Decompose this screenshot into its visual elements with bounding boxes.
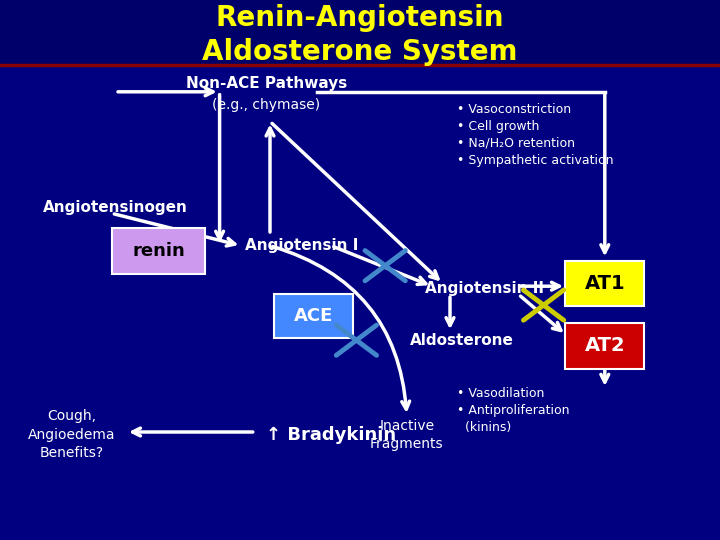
Text: AT1: AT1: [585, 274, 625, 293]
Text: • Vasoconstriction
• Cell growth
• Na/H₂O retention
• Sympathetic activation: • Vasoconstriction • Cell growth • Na/H₂…: [457, 103, 613, 167]
FancyBboxPatch shape: [274, 294, 353, 338]
Text: Non-ACE Pathways: Non-ACE Pathways: [186, 76, 347, 91]
FancyBboxPatch shape: [112, 228, 205, 274]
Text: Aldosterone: Aldosterone: [410, 333, 514, 348]
Text: Angiotensin I: Angiotensin I: [245, 238, 358, 253]
Text: • Vasodilation
• Antiproliferation
  (kinins): • Vasodilation • Antiproliferation (kini…: [457, 387, 570, 434]
Text: Cough,
Angioedema
Benefits?: Cough, Angioedema Benefits?: [28, 409, 116, 460]
Text: ↑ Bradykinin: ↑ Bradykinin: [266, 426, 397, 444]
Text: (e.g., chymase): (e.g., chymase): [212, 98, 320, 112]
Text: Angiotensin II: Angiotensin II: [425, 281, 544, 296]
Text: AT2: AT2: [585, 336, 625, 355]
Text: Inactive
Fragments: Inactive Fragments: [370, 418, 444, 451]
FancyBboxPatch shape: [565, 322, 644, 368]
Text: ACE: ACE: [294, 307, 333, 325]
Bar: [0, 0, 720, 65]
Text: Renin-Angiotensin
Aldosterone System: Renin-Angiotensin Aldosterone System: [202, 4, 518, 66]
Text: Angiotensinogen: Angiotensinogen: [43, 200, 188, 215]
Text: renin: renin: [132, 242, 185, 260]
FancyBboxPatch shape: [565, 261, 644, 306]
